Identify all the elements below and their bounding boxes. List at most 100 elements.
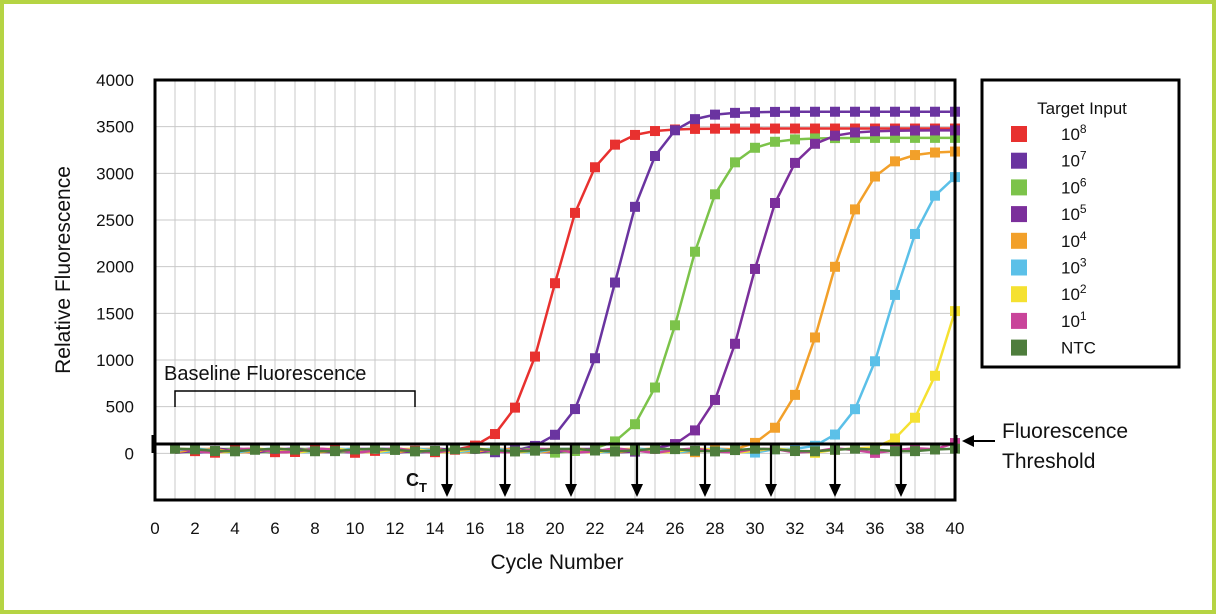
series-layer [170, 106, 960, 458]
data-point [870, 132, 880, 143]
data-point [910, 132, 920, 143]
data-point [890, 433, 900, 444]
x-tick-label: 30 [746, 519, 765, 538]
x-tick-label: 28 [706, 519, 725, 538]
threshold-label-line2: Threshold [1002, 450, 1095, 473]
data-point [730, 107, 740, 118]
data-point [910, 106, 920, 117]
data-point [890, 156, 900, 167]
y-tick-label: 2000 [96, 258, 134, 277]
y-tick-label: 0 [125, 444, 134, 463]
ct-arrow-head [895, 484, 907, 497]
data-point [810, 106, 820, 117]
data-point [330, 446, 340, 457]
data-point [730, 157, 740, 168]
data-point [650, 150, 660, 161]
legend-swatch [1011, 179, 1027, 196]
y-tick-label: 3000 [96, 164, 134, 183]
data-point [550, 443, 560, 454]
data-point [490, 429, 500, 440]
series-2 [174, 106, 960, 458]
data-point [270, 443, 280, 454]
data-point [810, 123, 820, 134]
x-axis-label: Cycle Number [490, 551, 623, 574]
data-point [290, 444, 300, 455]
legend-label-exponent: 8 [1080, 122, 1087, 136]
y-tick-label: 2500 [96, 211, 134, 230]
legend-swatch [1011, 152, 1027, 169]
x-tick-label: 8 [310, 519, 319, 538]
series-line [174, 136, 955, 455]
data-point [450, 444, 460, 455]
legend-label: 107 [1061, 149, 1087, 171]
data-point [710, 394, 720, 405]
data-point [350, 444, 360, 455]
legend-swatch [1011, 339, 1027, 356]
legend-label: 102 [1061, 282, 1087, 304]
legend-label: NTC [1061, 339, 1096, 358]
legend-swatch [1011, 206, 1027, 223]
threshold-layer [151, 390, 995, 453]
data-point [870, 171, 880, 182]
legend-swatch [1011, 126, 1027, 142]
data-point [610, 277, 620, 288]
data-point [750, 107, 760, 118]
data-point [830, 261, 840, 272]
legend-label-base: 10 [1061, 152, 1080, 171]
data-point [890, 132, 900, 143]
series-line [174, 176, 956, 455]
data-point [510, 446, 520, 457]
data-point [790, 389, 800, 400]
legend-label: 108 [1061, 122, 1087, 144]
x-tick-label: 36 [866, 519, 885, 538]
data-point [770, 422, 780, 433]
data-point [190, 444, 200, 455]
data-point [710, 189, 720, 200]
data-point [790, 157, 800, 168]
ct-arrow-head [499, 484, 511, 497]
plot-frame [153, 78, 957, 502]
data-point [630, 445, 640, 456]
ct-arrow-head [765, 484, 777, 497]
data-point [890, 106, 900, 117]
y-tick-label: 3500 [96, 118, 134, 137]
data-point [830, 130, 840, 141]
data-point [610, 436, 620, 447]
data-point [590, 445, 600, 456]
data-point [310, 446, 320, 457]
data-point [510, 402, 520, 413]
data-point [630, 419, 640, 430]
x-tick-label: 0 [150, 519, 159, 538]
data-point [770, 197, 780, 208]
data-point [790, 446, 800, 457]
data-point [930, 125, 940, 136]
data-point [790, 106, 800, 117]
data-point [630, 201, 640, 212]
legend-label-base: 10 [1061, 312, 1080, 331]
series-9 [170, 443, 960, 457]
data-point [870, 106, 880, 117]
data-point [670, 320, 680, 331]
data-point [750, 443, 760, 454]
series-6 [174, 172, 960, 458]
legend-label-base: 10 [1061, 232, 1080, 251]
data-point [890, 446, 900, 457]
data-point [570, 443, 580, 454]
data-point [750, 142, 760, 153]
series-3 [174, 132, 960, 458]
data-point [770, 444, 780, 455]
data-point [770, 106, 780, 117]
data-point [910, 228, 920, 239]
series-line [174, 447, 956, 453]
data-point [410, 446, 420, 457]
legend-label-exponent: 1 [1080, 309, 1087, 323]
data-point [170, 443, 180, 454]
x-tick-label: 34 [826, 519, 845, 538]
data-point [830, 106, 840, 117]
y-tick-label: 1000 [96, 351, 134, 370]
threshold-arrow-head [962, 435, 974, 447]
data-point [790, 134, 800, 145]
legend-label-base: 10 [1061, 259, 1080, 278]
data-point [930, 147, 940, 158]
x-tick-label: 4 [230, 519, 239, 538]
